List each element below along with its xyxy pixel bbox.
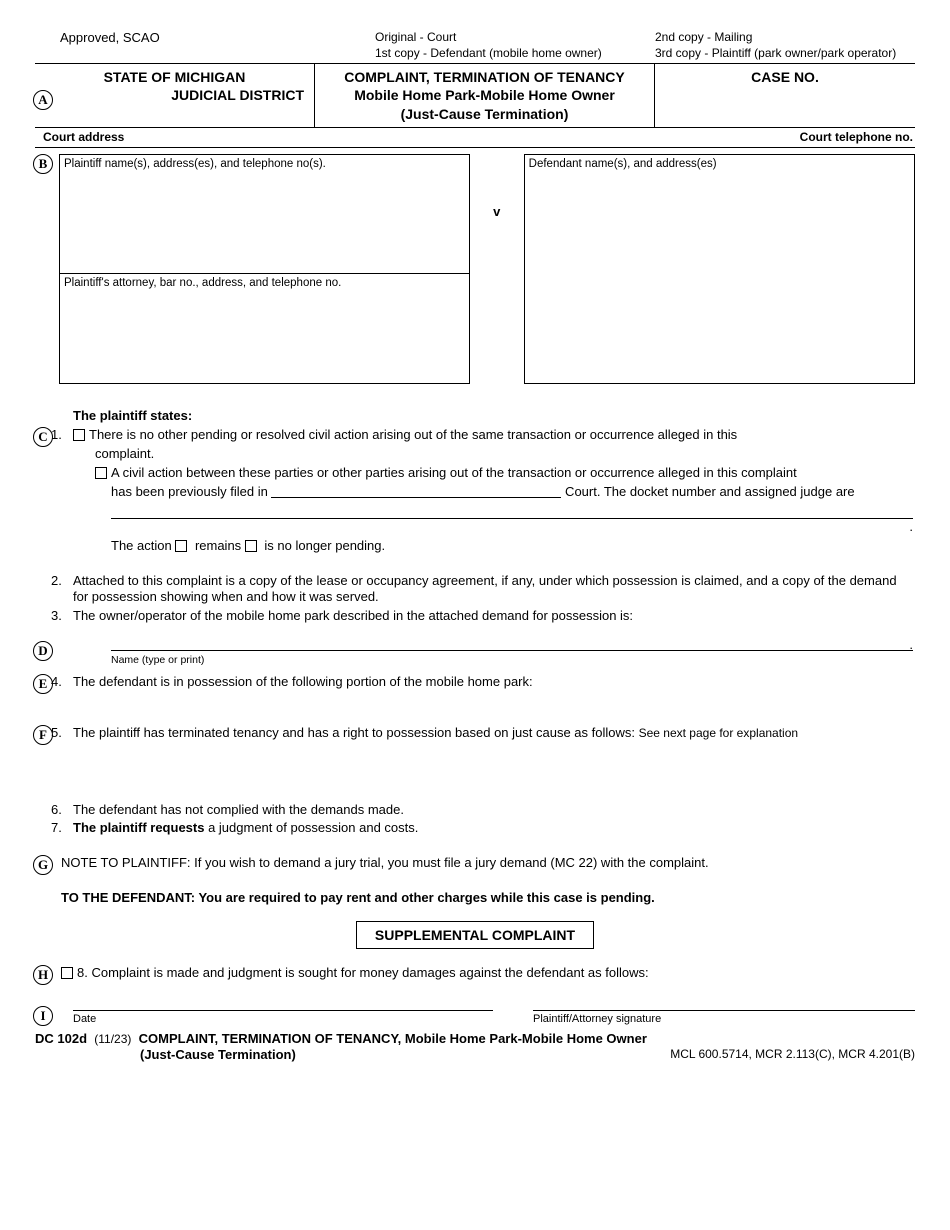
marker-c: C <box>33 427 53 447</box>
plaintiff-states: The plaintiff states: <box>73 408 915 425</box>
header-state-cell: STATE OF MICHIGAN JUDICIAL DISTRICT <box>35 64 315 127</box>
defendant-box[interactable]: Defendant name(s), and address(es) <box>524 154 915 384</box>
marker-g: G <box>33 855 53 875</box>
court-blank[interactable] <box>271 484 561 498</box>
checkbox-prev-filed[interactable] <box>95 467 107 479</box>
marker-i: I <box>33 1006 53 1026</box>
signature-line[interactable]: Plaintiff/Attorney signature <box>533 1010 915 1026</box>
marker-e: E <box>33 674 53 694</box>
header-caseno-cell: CASE NO. <box>655 64 915 127</box>
checkbox-money-damages[interactable] <box>61 967 73 979</box>
marker-b: B <box>33 154 53 174</box>
form-header: A STATE OF MICHIGAN JUDICIAL DISTRICT CO… <box>35 64 915 128</box>
marker-h: H <box>33 965 53 985</box>
approved-label: Approved, SCAO <box>35 30 375 61</box>
copies-right: 2nd copy - Mailing 3rd copy - Plaintiff … <box>655 30 915 61</box>
checkbox-no-longer[interactable] <box>245 540 257 552</box>
copies-left: Original - Court 1st copy - Defendant (m… <box>375 30 655 61</box>
court-address-row: Court address Court telephone no. <box>35 128 915 149</box>
attorney-box[interactable]: Plaintiff's attorney, bar no., address, … <box>59 274 470 384</box>
docket-blank[interactable] <box>111 503 913 519</box>
form-footer: DC 102d (11/23) COMPLAINT, TERMINATION O… <box>35 1031 915 1065</box>
checkbox-remains[interactable] <box>175 540 187 552</box>
plaintiff-box[interactable]: Plaintiff name(s), address(es), and tele… <box>59 154 470 274</box>
date-line[interactable]: Date <box>73 1010 493 1026</box>
checkbox-no-pending[interactable] <box>73 429 85 441</box>
distribution-row: Approved, SCAO Original - Court 1st copy… <box>35 30 915 64</box>
marker-d: D <box>33 641 53 661</box>
header-title-cell: COMPLAINT, TERMINATION OF TENANCY Mobile… <box>315 64 655 127</box>
to-defendant: TO THE DEFENDANT: You are required to pa… <box>61 890 915 907</box>
versus-label: v <box>470 154 524 384</box>
supplemental-title-wrap: SUPPLEMENTAL COMPLAINT <box>35 921 915 949</box>
marker-f: F <box>33 725 53 745</box>
parties-section: B Plaintiff name(s), address(es), and te… <box>35 154 915 384</box>
form-body: The plaintiff states: C 1. There is no o… <box>35 408 915 1064</box>
